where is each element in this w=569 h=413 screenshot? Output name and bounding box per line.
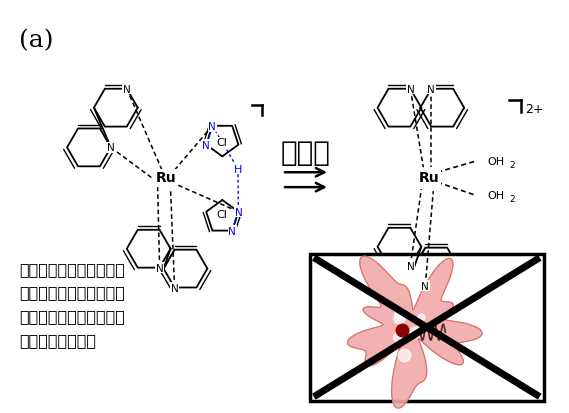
Text: Ru: Ru	[419, 171, 440, 185]
Text: てると、ピラゾールが解: てると、ピラゾールが解	[19, 285, 125, 300]
Text: 2: 2	[509, 194, 514, 203]
Text: 離して、がん細胞を死滅: 離して、がん細胞を死滅	[19, 309, 125, 323]
Text: ルテニウム錯体に光を当: ルテニウム錯体に光を当	[19, 261, 125, 276]
Text: H: H	[234, 164, 242, 174]
Text: Cl: Cl	[217, 138, 228, 148]
Text: N: N	[422, 281, 429, 291]
Text: (a): (a)	[19, 29, 54, 52]
Text: N: N	[203, 140, 210, 150]
Text: 可視光: 可視光	[281, 139, 331, 167]
Text: N: N	[171, 283, 179, 293]
Text: N: N	[228, 226, 236, 236]
Text: 2: 2	[509, 160, 514, 169]
Text: N: N	[406, 261, 414, 271]
Text: Cl: Cl	[217, 209, 228, 219]
Text: する効果がアップ: する効果がアップ	[19, 332, 96, 347]
Text: OH: OH	[487, 157, 504, 167]
Text: 2+: 2+	[525, 102, 543, 115]
Text: OH: OH	[487, 191, 504, 201]
Text: Ru: Ru	[155, 171, 176, 185]
Text: N: N	[427, 85, 435, 95]
Text: N: N	[208, 121, 216, 131]
Bar	[310, 254, 544, 401]
Text: N: N	[156, 263, 163, 273]
Text: N: N	[406, 85, 414, 95]
Text: N: N	[123, 85, 131, 95]
Text: N: N	[107, 143, 115, 153]
Text: N: N	[234, 207, 242, 217]
Polygon shape	[348, 256, 482, 408]
